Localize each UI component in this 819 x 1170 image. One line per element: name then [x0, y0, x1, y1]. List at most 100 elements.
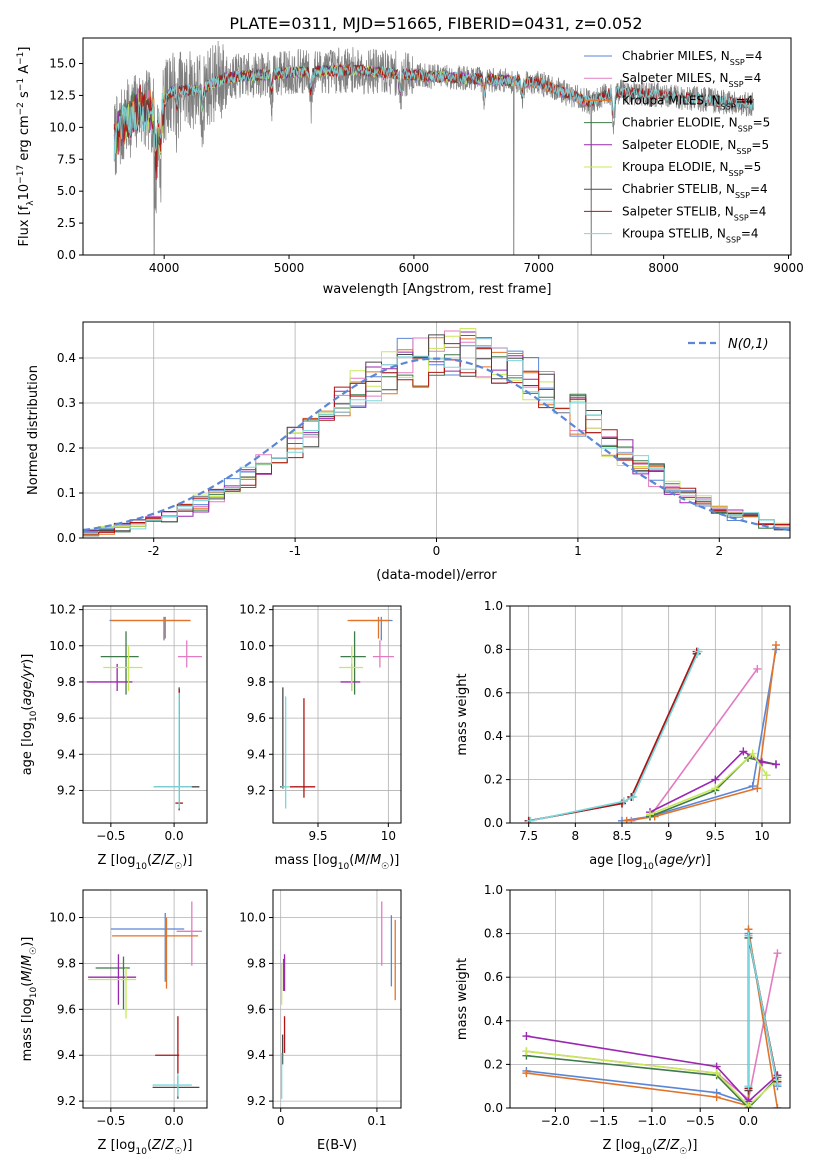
x-tick-label: −0.5 [96, 829, 125, 843]
label-part: age [log [589, 853, 642, 868]
y-axis-label: age [log10(age/yr)] [20, 654, 39, 776]
label-part: ( [147, 1138, 152, 1153]
label-part: Z [151, 1138, 162, 1153]
legend-text: Salpeter MILES, N [622, 71, 729, 85]
label-part: A [17, 65, 32, 78]
label-part: 10 [17, 184, 32, 201]
axes-frame [272, 605, 402, 824]
label-part: ( [147, 853, 152, 868]
label-part: age [log [20, 722, 35, 775]
legend-sub: SSP [729, 80, 744, 89]
legend-tail: =5 [744, 160, 762, 174]
label-part: age/yr [659, 853, 702, 868]
label-part: Z [151, 853, 162, 868]
legend-text: Salpeter ELODIE, N [622, 138, 736, 152]
panel-mass_vs_ebv: 0 0.1 9.2 9.4 9.6 9.8 10.0 E(B-V) [239, 889, 402, 1153]
series-kroupa-stelib [526, 647, 703, 823]
x-tick-label: 9000 [773, 261, 804, 275]
series-marker [694, 647, 703, 656]
label-part: −1 [16, 78, 26, 91]
x-tick-label: 10 [381, 829, 396, 843]
x-tick-label: 0 [433, 544, 441, 558]
x-tick-label: 9 [665, 829, 673, 843]
x-tick-label: 0.1 [367, 1114, 386, 1128]
histogram-chabrier-elodie [83, 335, 790, 537]
label-part: Z [log [98, 1138, 136, 1153]
label-part: ( [20, 982, 35, 987]
x-axis-label: (data-model)/error [376, 568, 497, 583]
label-part: λ [26, 200, 36, 206]
x-tick-label: −0.5 [686, 1114, 715, 1128]
errorbar-point-kroupa-stelib [153, 692, 192, 809]
x-axis-label: wavelength [Angstrom, rest frame] [323, 282, 552, 297]
x-axis-label: mass [log10(M/M☉)] [275, 853, 400, 872]
label-part: Z [log [98, 853, 136, 868]
y-tick-label: 9.2 [57, 1094, 76, 1108]
label-part: )] [20, 937, 35, 947]
axes-frame [272, 889, 402, 1109]
legend-label-salpeter-stelib: Salpeter STELIB, NSSP=4 [622, 204, 766, 222]
series-marker [622, 816, 631, 823]
plot-area [83, 328, 790, 537]
y-tick-label: 0.8 [484, 642, 503, 656]
legend-text: Chabrier ELODIE, N [622, 116, 738, 130]
panels: 4000 5000 6000 7000 8000 90000.02.55.07.510.0… [16, 37, 804, 1157]
y-tick-label: 1.0 [484, 599, 503, 613]
errorbar-point-kroupa-elodie [88, 968, 137, 1019]
x-tick-label: 9.5 [308, 829, 327, 843]
legend-text: Kroupa STELIB, N [622, 227, 726, 241]
label-part: )] [701, 853, 711, 868]
legend-sub: SSP [726, 235, 741, 244]
label-part: −2 [16, 102, 26, 115]
series-marker [762, 771, 771, 780]
label-part: 10 [642, 862, 654, 872]
label-part: Z [669, 1138, 680, 1153]
y-tick-label: 0.3 [57, 396, 76, 410]
series-marker [522, 1069, 531, 1078]
x-axis-label: Z [log10(Z/Z☉)] [603, 1138, 698, 1157]
legend-tail: =5 [751, 138, 769, 152]
y-tick-label: 0.2 [57, 441, 76, 455]
errorbar-point-salpeter-miles [176, 901, 202, 966]
series-marker [739, 747, 748, 756]
errorbar-point-salpeter-elodie [86, 663, 133, 691]
label-part: M [354, 853, 365, 868]
legend-sub: SSP [729, 169, 744, 178]
legend-label-normal: N(0,1) [728, 337, 769, 352]
legend-label-chabrier-miles: Chabrier MILES, NSSP=4 [622, 49, 762, 67]
legend-tail: =4 [741, 227, 759, 241]
series-marker [744, 931, 753, 940]
plot-area [86, 616, 202, 811]
label-part: s [17, 91, 32, 102]
legend-label-salpeter-elodie: Salpeter ELODIE, NSSP=5 [622, 138, 769, 156]
y-tick-label: 10.2 [239, 603, 266, 617]
y-tick-label: 9.2 [247, 783, 266, 797]
series-marker [772, 641, 780, 650]
legend-tail: =5 [753, 116, 771, 130]
figure-title: PLATE=0311, MJD=51665, FIBERID=0431, z=0… [229, 14, 642, 33]
errorbar-point-chabrier-stelib [153, 687, 200, 789]
series-marker [646, 810, 654, 819]
label-part: erg cm [17, 115, 32, 164]
errorbar-point-salpeter-stelib [289, 698, 316, 798]
legend-tail: =4 [749, 204, 767, 218]
series-marker [712, 1069, 721, 1078]
legend-label-chabrier-elodie: Chabrier ELODIE, NSSP=5 [622, 116, 770, 134]
label-part: M [370, 853, 381, 868]
y-tick-label: 0.0 [57, 248, 76, 262]
x-axis-label: E(B-V) [317, 1138, 357, 1153]
series-marker [744, 1082, 753, 1091]
label-part: ☉ [381, 862, 389, 872]
series-kroupa-stelib [744, 931, 782, 1091]
x-tick-label: 8000 [648, 261, 679, 275]
panel-age_vs_Z: −0.5 0.09.29.49.69.810.010.2Z [log10(Z/Z☉… [20, 603, 208, 872]
series-marker [712, 1093, 721, 1102]
plot-area [113, 40, 754, 255]
legend-sub: SSP [730, 58, 745, 67]
y-tick-label: 10.0 [49, 120, 76, 134]
x-tick-label: 2 [715, 544, 723, 558]
label-part: Z [164, 1138, 175, 1153]
normal-curve [83, 357, 790, 532]
